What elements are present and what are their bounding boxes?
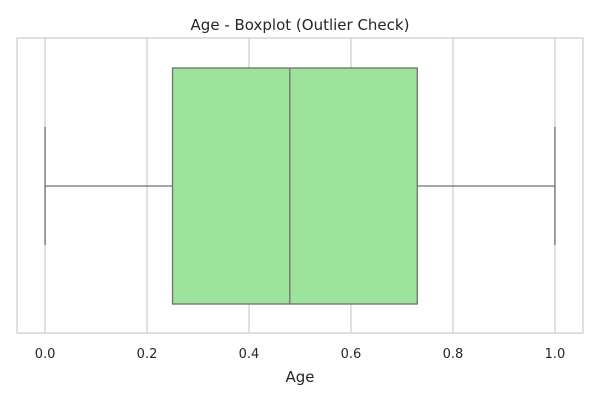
x-tick-label-4: 0.8	[443, 347, 464, 362]
x-tick-label-3: 0.6	[341, 347, 362, 362]
x-tick-label-0: 0.0	[35, 347, 56, 362]
x-axis-label: Age	[285, 368, 314, 386]
x-tick-labels: 0.0 0.2 0.4 0.6 0.8 1.0	[35, 347, 566, 362]
interquartile-box	[171, 67, 418, 305]
x-tick-label-1: 0.2	[137, 347, 158, 362]
chart-title: Age - Boxplot (Outlier Check)	[191, 16, 410, 34]
x-tick-label-5: 1.0	[545, 347, 566, 362]
boxplot-marks	[44, 67, 556, 305]
x-tick-label-2: 0.4	[239, 347, 260, 362]
plot-frame	[16, 37, 584, 334]
